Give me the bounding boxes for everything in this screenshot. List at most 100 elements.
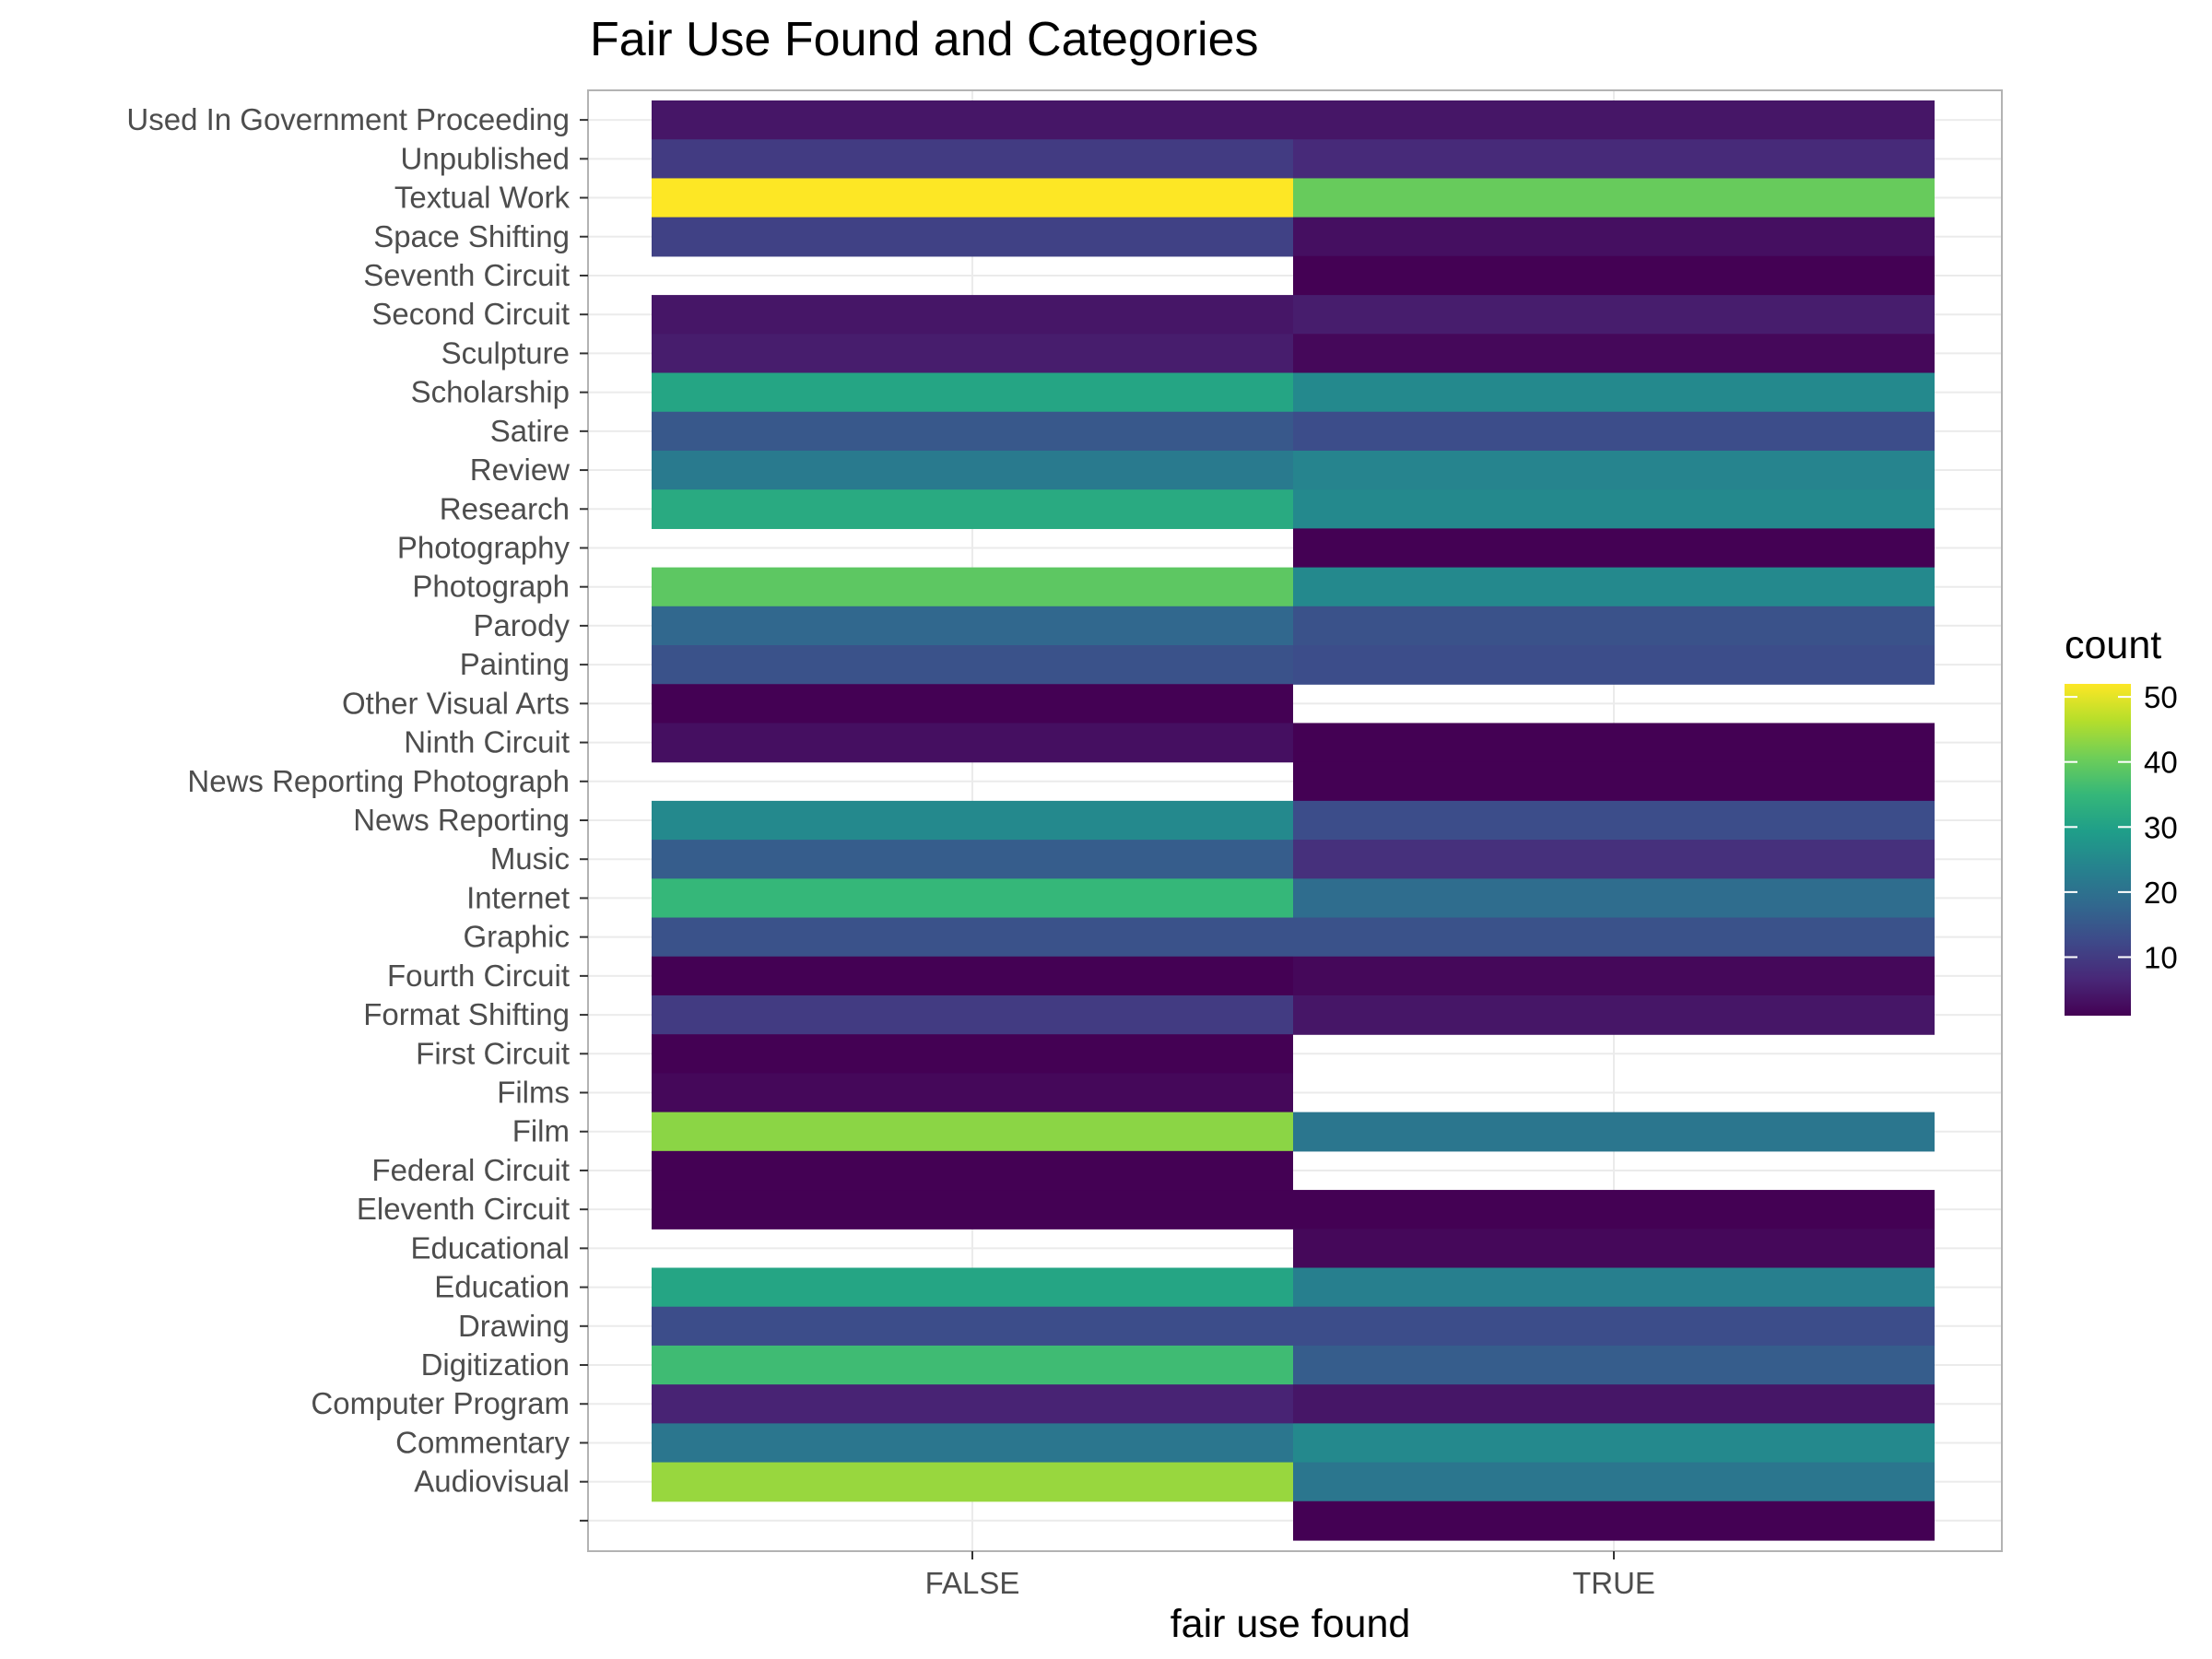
legend-colorbar: [2065, 684, 2131, 1016]
heatmap-cell: Music / FALSE: 16: [652, 840, 1293, 879]
heatmap-cell: Scholarship / FALSE: 31: [652, 372, 1293, 413]
legend-tick-label: 20: [2144, 876, 2178, 910]
heatmap-cell: Internet / FALSE: 35: [652, 878, 1293, 919]
y-tick-label: Computer Program: [311, 1386, 570, 1420]
heatmap-cell: Photograph / FALSE: 39: [652, 567, 1293, 607]
heatmap-cell: First Circuit / FALSE: 1: [652, 1034, 1293, 1075]
y-tick-label: Review: [470, 453, 570, 487]
heatmap-cell: Parody / TRUE: 14: [1293, 606, 1935, 646]
y-tick-label: Film: [512, 1114, 570, 1148]
y-tick-label: Audiovisual: [414, 1465, 570, 1499]
y-tick-label: Unpublished: [401, 141, 570, 175]
y-tick-label: Educational: [411, 1230, 570, 1265]
y-tick-label: Space Shifting: [373, 219, 570, 253]
x-axis-label: fair use found: [1171, 1602, 1411, 1646]
heatmap-cell: Eleventh Circuit / TRUE: 1: [1293, 1190, 1935, 1230]
heatmap-cell: Ninth Circuit / FALSE: 3: [652, 723, 1293, 763]
y-tick-label: Format Shifting: [363, 997, 570, 1031]
y-tick-label: Painting: [460, 647, 570, 681]
legend-tick-label: 40: [2144, 746, 2178, 780]
legend: count 10 20 30 40 50: [2065, 623, 2178, 1016]
y-tick-label: Photography: [397, 530, 571, 564]
legend-tick-label: 50: [2144, 680, 2178, 714]
heatmap-cell: Research / TRUE: 25: [1293, 489, 1935, 529]
heatmap-cell: Computer Program / TRUE: 4: [1293, 1384, 1935, 1424]
heatmap-cell: Education / TRUE: 23: [1293, 1267, 1935, 1308]
heatmap-cell: Computer Program / FALSE: 6: [652, 1384, 1293, 1424]
heatmap-cell: Satire / FALSE: 15: [652, 411, 1293, 452]
heatmap-cell: Eleventh Circuit / FALSE: 1: [652, 1190, 1293, 1230]
y-tick-label: Seventh Circuit: [363, 258, 570, 292]
y-tick-label: Federal Circuit: [371, 1153, 570, 1187]
y-axis: Used In Government Proceeding Unpublished…: [126, 102, 588, 1522]
heatmap-cell: Education / FALSE: 31: [652, 1267, 1293, 1308]
y-tick-label: Research: [440, 491, 570, 525]
heatmap-cell: Sculpture / FALSE: 5: [652, 334, 1293, 374]
heatmap-cell: Space Shifting / FALSE: 11: [652, 217, 1293, 257]
heatmap-cell: Graphic / FALSE: 14: [652, 917, 1293, 958]
heatmap-cell: Unpublished / FALSE: 10: [652, 139, 1293, 180]
heatmap-cell: Space Shifting / TRUE: 3: [1293, 217, 1935, 257]
heatmap-cell: Federal Circuit / FALSE: 1: [652, 1150, 1293, 1191]
heatmap-cell: Second Circuit / TRUE: 5: [1293, 295, 1935, 335]
y-tick-label: Commentary: [395, 1425, 570, 1459]
legend-ticks: 10 20 30 40 50: [2065, 680, 2178, 974]
heatmap-cell: Fourth Circuit / FALSE: 1: [652, 956, 1293, 996]
y-tick-label: Digitization: [421, 1347, 570, 1382]
y-tick-label: Second Circuit: [371, 297, 570, 331]
y-tick-label: News Reporting: [353, 803, 570, 837]
heatmap-cells: Used In Government Proceeding / FALSE: 4…: [652, 100, 1935, 1541]
heatmap-cell: Used In Government Proceeding / FALSE: 4: [652, 100, 1293, 140]
y-tick-label: Ninth Circuit: [404, 725, 570, 759]
heatmap-cell: Commentary / FALSE: 21: [652, 1423, 1293, 1464]
y-tick-label: First Circuit: [416, 1036, 570, 1070]
heatmap-cell: Painting / TRUE: 13: [1293, 645, 1935, 685]
heatmap-cell: Ninth Circuit / TRUE: 1: [1293, 723, 1935, 763]
y-tick-label: Sculpture: [441, 335, 570, 370]
y-tick-label: Eleventh Circuit: [357, 1192, 570, 1226]
y-tick-label: Textual Work: [394, 181, 571, 215]
heatmap-cell: Format Shifting / TRUE: 4: [1293, 994, 1935, 1035]
heatmap-cell: Other Visual Arts / FALSE: 1: [652, 684, 1293, 724]
y-tick-label: Music: [490, 841, 570, 876]
y-tick-label: Parody: [473, 608, 570, 642]
y-tick-label: Films: [497, 1076, 570, 1110]
heatmap-cell: Fourth Circuit / TRUE: 2: [1293, 956, 1935, 996]
y-tick-label: News Reporting Photograph: [187, 764, 570, 798]
heatmap-cell: News Reporting / FALSE: 25: [652, 800, 1293, 841]
heatmap-cell: Films / FALSE: 2: [652, 1073, 1293, 1113]
heatmap-cell: Audiovisual / TRUE: 21: [1293, 1462, 1935, 1502]
legend-tick-label: 10: [2144, 940, 2178, 974]
heatmap-cell: Digitization / FALSE: 36: [652, 1345, 1293, 1385]
heatmap-cell: Painting / FALSE: 14: [652, 645, 1293, 685]
heatmap-cell: Film / TRUE: 21: [1293, 1112, 1935, 1152]
heatmap-cell: Textual Work / FALSE: 52: [652, 178, 1293, 218]
heatmap-cell: Digitization / TRUE: 16: [1293, 1345, 1935, 1385]
y-tick-label: Internet: [466, 880, 570, 914]
heatmap-cell: Unpublished / TRUE: 7: [1293, 139, 1935, 180]
heatmap-cell: Second Circuit / FALSE: 4: [652, 295, 1293, 335]
heatmap-cell: Used In Government Proceeding / TRUE: 4: [1293, 100, 1935, 140]
y-tick-label: Graphic: [463, 920, 570, 954]
heatmap-cell: Photograph / TRUE: 25: [1293, 567, 1935, 607]
heatmap-cell: Parody / FALSE: 18: [652, 606, 1293, 646]
heatmap-cell: Music / TRUE: 8: [1293, 840, 1935, 879]
heatmap-cell: News Reporting Photograph / TRUE: 1: [1293, 761, 1935, 802]
heatmap-cell: Seventh Circuit / TRUE: 1: [1293, 255, 1935, 296]
y-tick-label: Scholarship: [411, 375, 570, 409]
heatmap-cell: Film / FALSE: 43: [652, 1112, 1293, 1152]
legend-tick-label: 30: [2144, 810, 2178, 844]
heatmap-cell: News Reporting / TRUE: 13: [1293, 800, 1935, 841]
heatmap-cell: Drawing / TRUE: 13: [1293, 1306, 1935, 1347]
y-tick-label: Other Visual Arts: [342, 686, 570, 720]
heatmap-cell: Photography / TRUE: 1: [1293, 528, 1935, 569]
y-tick-label: Satire: [490, 414, 570, 448]
heatmap-cell: Satire / TRUE: 13: [1293, 411, 1935, 452]
y-tick-label: Education: [434, 1270, 570, 1304]
y-tick-label: Fourth Circuit: [387, 959, 570, 993]
heatmap-cell: Audiovisual / FALSE: 44: [652, 1462, 1293, 1502]
heatmap-cell: Textual Work / TRUE: 40: [1293, 178, 1935, 218]
y-tick-label: Used In Government Proceeding: [126, 102, 570, 136]
legend-title: count: [2065, 623, 2161, 667]
x-axis: FALSE TRUE: [925, 1551, 1655, 1600]
